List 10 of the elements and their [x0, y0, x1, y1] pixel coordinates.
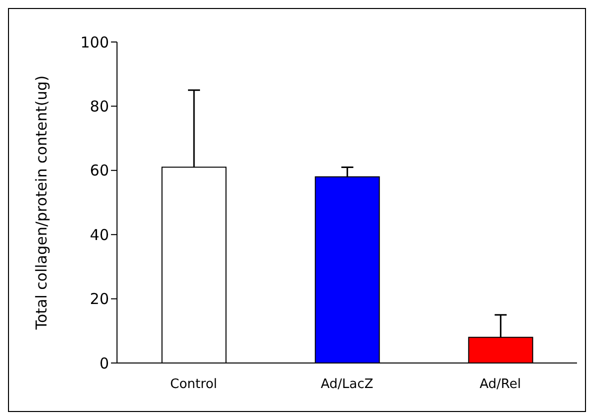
y-tick-label: 60: [90, 162, 109, 180]
x-tick-label: Ad/Rel: [480, 377, 522, 392]
y-tick-label: 40: [90, 226, 109, 244]
y-tick-label: 20: [90, 290, 109, 308]
y-axis-title: Total collagen/protein content(ug): [32, 75, 50, 331]
y-tick-label: 80: [90, 98, 109, 116]
y-tick-label: 100: [80, 33, 109, 52]
x-tick-label: Control: [170, 377, 218, 392]
y-tick-label: 0: [99, 354, 109, 372]
x-tick-label: Ad/LacZ: [320, 377, 374, 392]
